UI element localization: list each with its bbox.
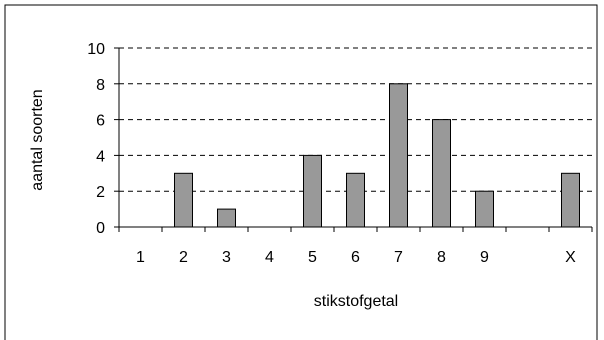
x-tick-label: 2 [179, 249, 188, 266]
x-tick-labels: 1 2 3 4 5 6 7 8 9 X [136, 249, 576, 266]
bar [561, 172, 580, 228]
bar [346, 172, 365, 228]
y-axis-title: aantal soorten [29, 89, 46, 190]
x-tick-label: 6 [351, 249, 360, 266]
bars [174, 83, 580, 228]
y-tick-label: 2 [96, 184, 105, 201]
y-tick-label: 8 [96, 77, 105, 94]
x-tick-label: 5 [308, 249, 317, 266]
x-tick-label: 8 [437, 249, 446, 266]
bar [174, 172, 193, 228]
chart-frame [4, 4, 598, 340]
y-tick-labels: 0 2 4 6 8 10 [87, 41, 105, 237]
x-tick-label: 7 [394, 249, 403, 266]
y-tick-label: 0 [96, 220, 105, 237]
bar [475, 190, 494, 228]
x-tick-label: 4 [265, 249, 274, 266]
bar [389, 83, 408, 228]
y-tick-label: 4 [96, 148, 105, 165]
bar [432, 119, 451, 228]
y-tick-label: 10 [87, 41, 105, 58]
x-axis-title: stikstofgetal [314, 293, 398, 310]
x-tick-label: 1 [136, 249, 145, 266]
y-tick-label: 6 [96, 113, 105, 130]
bar [217, 208, 236, 228]
x-tick-label: 9 [480, 249, 489, 266]
bar [303, 154, 322, 228]
x-tick-label: X [565, 249, 576, 266]
axes [114, 47, 593, 232]
x-tick-label: 3 [222, 249, 231, 266]
